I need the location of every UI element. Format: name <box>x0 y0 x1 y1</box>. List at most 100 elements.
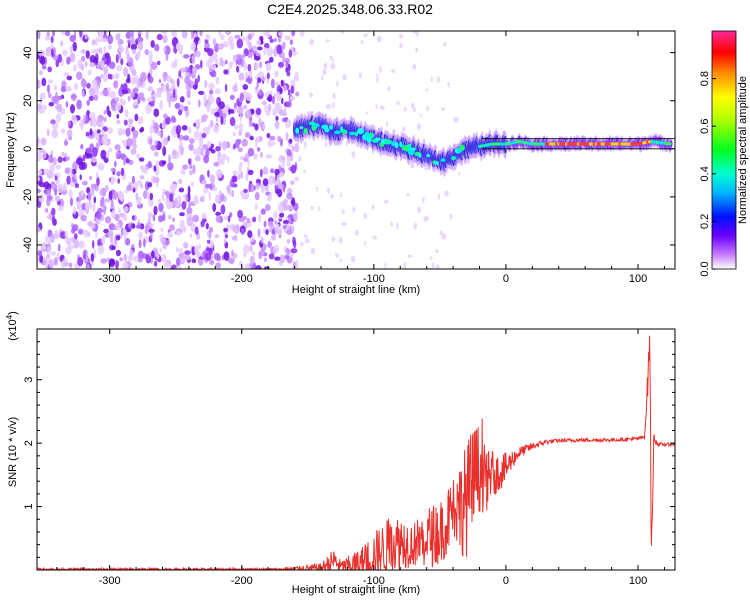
noise-speckle <box>242 53 246 59</box>
noise-speckle <box>290 180 295 186</box>
noise-speckle <box>228 258 235 264</box>
noise-speckle <box>100 60 105 70</box>
noise-speckle <box>283 198 289 204</box>
noise-speckle <box>121 139 126 144</box>
noise-speckle <box>188 158 192 165</box>
noise-speckle <box>429 256 433 260</box>
noise-speckle <box>60 40 64 47</box>
noise-speckle <box>135 192 139 201</box>
noise-speckle <box>279 155 283 163</box>
noise-speckle <box>80 214 87 222</box>
noise-speckle <box>169 193 174 203</box>
noise-speckle <box>150 61 158 70</box>
noise-speckle <box>137 258 143 263</box>
noise-speckle <box>252 122 256 127</box>
noise-speckle <box>247 147 255 157</box>
noise-speckle <box>215 215 221 223</box>
noise-speckle <box>194 244 200 255</box>
noise-speckle <box>431 261 435 269</box>
noise-speckle <box>51 215 56 225</box>
noise-speckle <box>165 116 171 125</box>
noise-speckle <box>406 192 410 197</box>
noise-speckle <box>162 34 168 44</box>
noise-speckle <box>217 151 221 158</box>
noise-speckle <box>206 102 211 113</box>
noise-speckle <box>102 89 109 97</box>
noise-speckle <box>194 119 201 127</box>
noise-speckle <box>76 200 82 209</box>
noise-speckle <box>254 123 259 131</box>
noise-speckle <box>60 128 66 134</box>
noise-speckle <box>81 55 86 62</box>
noise-speckle <box>134 113 139 122</box>
noise-speckle <box>179 248 183 255</box>
noise-speckle <box>325 39 330 43</box>
noise-speckle <box>274 120 280 130</box>
noise-speckle <box>207 124 211 131</box>
snr-frame <box>36 328 676 571</box>
noise-speckle <box>261 100 267 105</box>
noise-speckle <box>352 206 356 214</box>
noise-speckle <box>279 109 285 116</box>
noise-speckle <box>379 105 385 111</box>
noise-speckle <box>331 102 335 109</box>
noise-speckle <box>81 89 85 98</box>
noise-speckle <box>236 38 244 49</box>
noise-speckle <box>125 158 130 164</box>
noise-speckle <box>62 49 69 56</box>
noise-speckle <box>149 124 154 134</box>
noise-speckle <box>82 180 88 186</box>
noise-speckle <box>222 140 228 151</box>
noise-speckle <box>220 34 225 40</box>
noise-speckle <box>278 36 282 43</box>
noise-speckle <box>221 153 227 161</box>
noise-speckle <box>234 224 240 235</box>
ridge-peak <box>426 154 431 158</box>
noise-speckle <box>37 31 41 40</box>
noise-speckle <box>101 129 105 135</box>
noise-speckle <box>41 65 47 70</box>
ridge-peak <box>312 123 320 128</box>
noise-speckle <box>226 184 231 194</box>
noise-speckle <box>233 107 237 113</box>
noise-speckle <box>161 123 167 129</box>
noise-speckle <box>204 43 211 49</box>
noise-speckle <box>148 228 155 233</box>
noise-speckle <box>413 222 418 230</box>
noise-speckle <box>93 86 100 96</box>
noise-speckle <box>268 135 276 141</box>
noise-speckle <box>71 115 77 121</box>
noise-speckle <box>80 64 85 71</box>
noise-speckle <box>52 31 56 37</box>
noise-speckle <box>211 70 217 78</box>
noise-speckle <box>114 74 119 80</box>
noise-speckle <box>263 42 270 49</box>
noise-speckle <box>223 239 227 244</box>
noise-speckle <box>223 227 229 233</box>
noise-speckle <box>79 174 82 181</box>
noise-speckle <box>93 196 97 204</box>
noise-speckle <box>192 84 198 90</box>
noise-speckle <box>248 41 252 51</box>
noise-speckle <box>48 102 55 107</box>
noise-speckle <box>38 70 43 76</box>
noise-speckle <box>115 222 120 231</box>
ridge-peak <box>354 131 359 136</box>
noise-speckle <box>80 79 87 88</box>
noise-speckle <box>46 198 51 207</box>
noise-speckle <box>61 31 66 36</box>
noise-speckle <box>119 97 124 104</box>
noise-speckle <box>116 65 123 72</box>
noise-speckle <box>289 96 296 101</box>
noise-speckle <box>175 266 182 269</box>
noise-speckle <box>151 250 155 259</box>
noise-speckle <box>224 234 229 239</box>
noise-speckle <box>410 163 415 169</box>
noise-speckle <box>441 233 447 240</box>
noise-speckle <box>326 187 331 194</box>
noise-speckle <box>91 39 96 46</box>
noise-speckle <box>146 97 153 102</box>
noise-speckle <box>284 35 291 41</box>
noise-speckle <box>88 112 96 120</box>
noise-speckle <box>286 204 293 211</box>
